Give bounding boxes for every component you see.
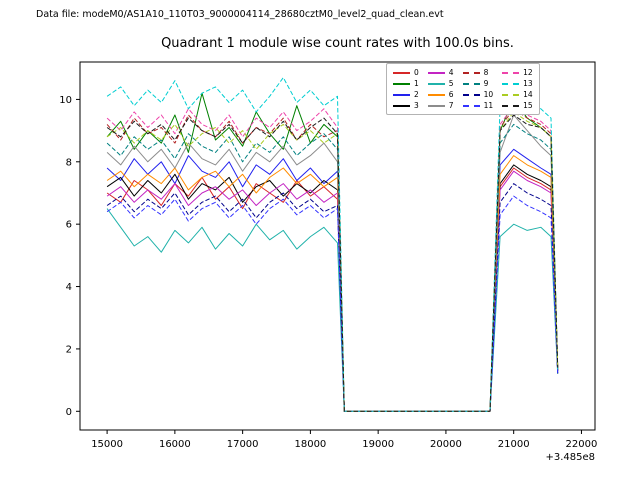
legend-line-sample: [502, 82, 520, 85]
legend-label: 2: [414, 90, 419, 99]
series-line-15: [106, 114, 559, 412]
legend: 0 1 2 3 4 5 6 7 8 9 10 11 12 13 14 15: [386, 63, 540, 115]
x-tick-label: 21000: [498, 439, 530, 450]
chart-title: Quadrant 1 module wise count rates with …: [161, 36, 514, 51]
x-tick-label: 18000: [294, 439, 326, 450]
legend-label: 15: [523, 101, 533, 110]
y-tick-label: 4: [66, 282, 72, 293]
x-tick-label: 16000: [159, 439, 191, 450]
legend-label: 9: [483, 79, 489, 88]
legend-item: 13: [502, 78, 533, 89]
legend-line-sample: [393, 82, 410, 85]
legend-line-sample: [502, 71, 520, 74]
legend-item: 10: [462, 89, 494, 100]
legend-label: 7: [448, 101, 454, 110]
legend-label: 0: [414, 68, 419, 77]
legend-item: 12: [502, 67, 533, 78]
legend-label: 11: [483, 101, 494, 110]
y-tick-label: 10: [59, 95, 72, 106]
legend-item: 14: [502, 89, 533, 100]
legend-item: 15: [502, 100, 533, 111]
legend-line-sample: [393, 104, 410, 107]
legend-column: 4 5 6 7: [427, 67, 454, 111]
x-tick-label: 20000: [430, 439, 462, 450]
legend-label: 13: [523, 79, 533, 88]
legend-line-sample: [462, 71, 480, 74]
legend-item: 11: [462, 100, 494, 111]
legend-item: 1: [393, 78, 419, 89]
y-tick-label: 6: [66, 220, 72, 231]
legend-item: 6: [427, 89, 454, 100]
legend-item: 4: [427, 67, 454, 78]
legend-line-sample: [393, 93, 410, 96]
legend-label: 6: [448, 90, 454, 99]
legend-label: 12: [523, 68, 533, 77]
series-line-9: [106, 123, 559, 412]
x-tick-label: 19000: [362, 439, 394, 450]
legend-label: 14: [523, 90, 533, 99]
x-tick-label: 17000: [227, 439, 259, 450]
legend-label: 8: [483, 68, 489, 77]
legend-column: 0 1 2 3: [393, 67, 419, 111]
x-tick-label: 15000: [91, 439, 123, 450]
legend-line-sample: [427, 71, 445, 74]
legend-line-sample: [427, 104, 445, 107]
x-axis-offset-label: +3.485e8: [545, 452, 595, 463]
x-tick-label: 22000: [566, 439, 598, 450]
legend-label: 3: [414, 101, 419, 110]
legend-column: 8 9 10 11: [462, 67, 494, 111]
legend-line-sample: [462, 93, 480, 96]
legend-item: 3: [393, 100, 419, 111]
legend-line-sample: [427, 93, 445, 96]
legend-label: 10: [483, 90, 494, 99]
legend-item: 7: [427, 100, 454, 111]
series-line-11: [106, 195, 559, 412]
legend-line-sample: [462, 82, 480, 85]
legend-line-sample: [427, 82, 445, 85]
legend-line-sample: [462, 104, 480, 107]
legend-item: 2: [393, 89, 419, 100]
legend-item: 8: [462, 67, 494, 78]
legend-line-sample: [393, 71, 410, 74]
legend-column: 12 13 14 15: [502, 67, 533, 111]
datafile-label: Data file: modeM0/AS1A10_110T03_90000041…: [36, 9, 444, 20]
legend-label: 4: [448, 68, 454, 77]
y-tick-label: 2: [66, 344, 72, 355]
legend-label: 1: [414, 79, 419, 88]
legend-label: 5: [448, 79, 454, 88]
legend-line-sample: [502, 93, 520, 96]
legend-item: 0: [393, 67, 419, 78]
y-tick-label: 0: [66, 407, 72, 418]
legend-line-sample: [502, 104, 520, 107]
y-tick-label: 8: [66, 157, 72, 168]
legend-item: 9: [462, 78, 494, 89]
legend-item: 5: [427, 78, 454, 89]
